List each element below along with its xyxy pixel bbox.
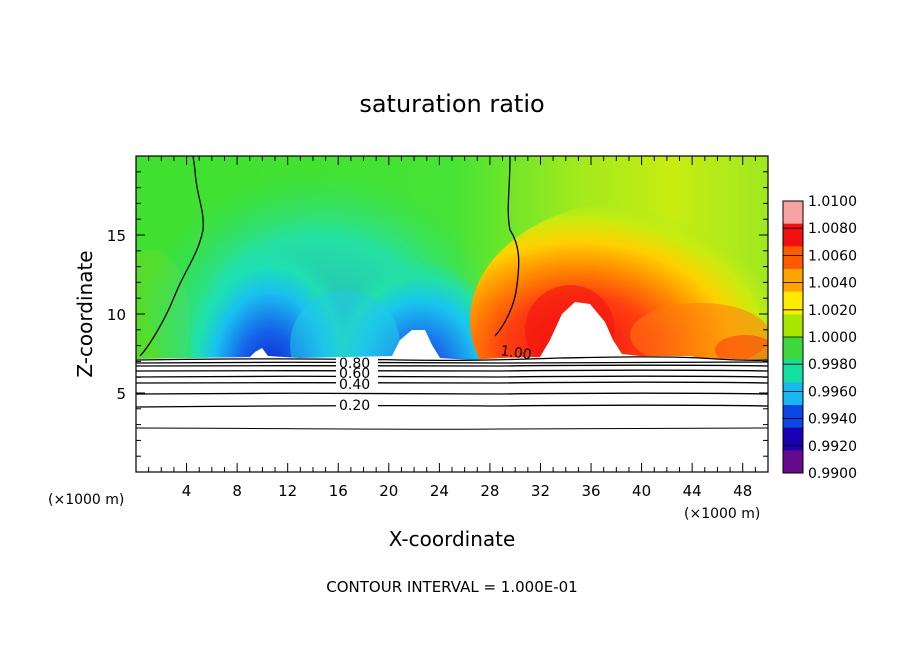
x-tick-label: 12 — [278, 482, 297, 500]
contour-label-0.40: 0.40 — [339, 377, 370, 393]
colorbar-label: 0.9900 — [808, 466, 857, 482]
x-tick-label: 4 — [182, 482, 192, 500]
colorbar-label: 1.0100 — [808, 194, 857, 210]
x-tick-label: 36 — [581, 482, 600, 500]
y-axis: 5 10 15 — [107, 171, 768, 457]
colorbar-label: 1.0040 — [808, 276, 857, 292]
saturation-field — [136, 156, 768, 472]
colorbar-label: 0.9920 — [808, 439, 857, 455]
colorbar-label: 1.0080 — [808, 221, 857, 237]
colorbar-label: 1.0000 — [808, 330, 857, 346]
y-tick-label: 5 — [116, 385, 126, 403]
colorbar-swatch — [783, 223, 803, 247]
y-tick-label: 15 — [107, 227, 126, 245]
x-tick-label: 32 — [531, 482, 550, 500]
contour-labels: 1.00 0.80 0.60 0.40 0.20 — [336, 343, 533, 414]
colorbar-swatch — [783, 291, 803, 315]
x-axis-label: X-coordinate — [389, 527, 516, 551]
colorbar-swatch — [783, 427, 803, 451]
y-axis-label: Z-coordinate — [73, 250, 97, 377]
x-units-label: (×1000 m) — [684, 506, 760, 522]
colorbar-swatch — [783, 337, 803, 361]
x-tick-label: 16 — [329, 482, 348, 500]
colorbar-swatch — [783, 201, 803, 225]
contour-label-0.20: 0.20 — [339, 398, 370, 414]
colorbar-swatch — [783, 269, 803, 293]
x-tick-label: 48 — [733, 482, 752, 500]
contour-1.00-left — [139, 156, 204, 357]
x-tick-label: 8 — [232, 482, 242, 500]
colorbar-label: 1.0020 — [808, 303, 857, 319]
colorbar: 1.0100 1.0080 1.0060 1.0040 1.0020 1.0000 0.99… — [782, 194, 857, 482]
colorbar-swatch — [783, 314, 803, 338]
colorbar-swatch — [783, 450, 803, 474]
colorbar-swatch — [783, 405, 803, 429]
colorbar-label: 0.9940 — [808, 412, 857, 428]
colorbar-swatch — [783, 246, 803, 270]
colorbar-label: 0.9980 — [808, 357, 857, 373]
x-axis: 4 8 12 16 20 24 28 32 36 40 44 48 — [148, 156, 756, 500]
x-tick-label: 28 — [480, 482, 499, 500]
contour-label-1.00: 1.00 — [499, 343, 532, 363]
colorbar-label: 0.9960 — [808, 384, 857, 400]
contour-lines — [136, 156, 768, 430]
chart-title: saturation ratio — [359, 90, 544, 118]
y-tick-label: 10 — [107, 306, 126, 324]
contour-interval-note: CONTOUR INTERVAL = 1.000E-01 — [326, 578, 577, 596]
x-tick-label: 40 — [632, 482, 651, 500]
x-tick-label: 44 — [683, 482, 702, 500]
contour-1.00-right — [494, 156, 520, 337]
colorbar-swatch — [783, 359, 803, 383]
colorbar-swatch — [783, 382, 803, 406]
z-units-label: (×1000 m) — [48, 492, 124, 508]
x-tick-label: 20 — [379, 482, 398, 500]
x-tick-label: 24 — [430, 482, 449, 500]
colorbar-label: 1.0060 — [808, 248, 857, 264]
contour-1.00-terrain — [136, 356, 768, 362]
